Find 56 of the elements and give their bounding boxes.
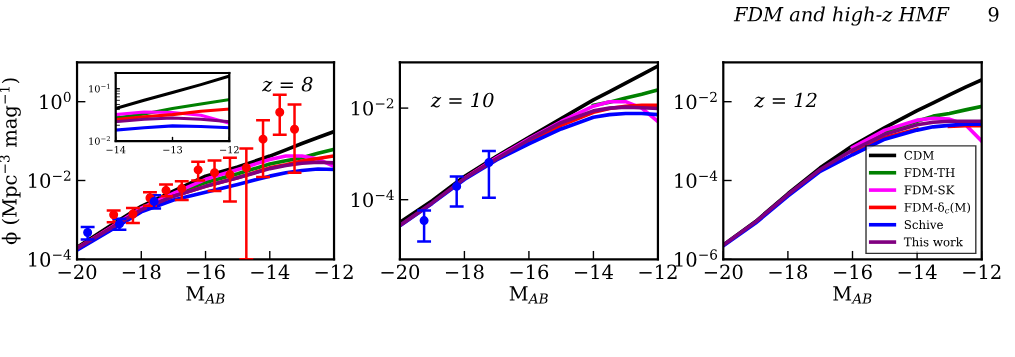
point (109, 210, 119, 220)
point (83, 227, 93, 237)
x-tick-label: −14 (106, 146, 126, 154)
y-tick-label: 10$^{−6}$ (675, 249, 718, 267)
x-tick-label: −12 (639, 264, 677, 279)
x-tick-label: −14 (898, 264, 937, 279)
point (290, 124, 300, 134)
x-tick-label: −20 (381, 264, 420, 280)
x-tick-label: −13 (163, 146, 183, 154)
x-tick-label: −12 (315, 264, 353, 279)
point (114, 219, 124, 229)
point (210, 168, 220, 178)
x-tick-label: −18 (122, 264, 161, 280)
point (193, 165, 203, 175)
point (484, 157, 494, 167)
legend-label: Schive (904, 219, 943, 230)
x-axis-title: M$_{AB}$ (186, 286, 225, 304)
x-tick-label: −20 (704, 264, 743, 280)
annotation: z = 8 (262, 76, 313, 92)
y-tick-label: 10$^{0}$ (40, 91, 71, 110)
y-tick-label: 10$^{−2}$ (351, 98, 394, 116)
point (258, 134, 268, 144)
x-tick-label: −20 (58, 264, 97, 280)
legend-label: FDM-SK (904, 185, 955, 195)
x-axis-title: M$_{AB}$ (509, 286, 548, 304)
y-tick-label: 10$^{−1}$ (89, 83, 110, 93)
y-tick-label: 10$^{−4}$ (29, 249, 71, 267)
point (241, 163, 251, 173)
y-tick-label: 10$^{−4}$ (675, 170, 718, 189)
y-tick-label: 10$^{−4}$ (351, 189, 394, 208)
text: FDM and high-z HMF (733, 6, 950, 26)
x-axis-title: M$_{AB}$ (833, 286, 872, 304)
y-tick-label: 10$^{−2}$ (89, 136, 110, 145)
y-tick-label: 10$^{−2}$ (675, 91, 717, 110)
x-tick-label: −18 (769, 264, 808, 280)
point (275, 107, 285, 117)
y-tick-label: 10$^{−2}$ (29, 170, 71, 189)
x-tick-label: −14 (574, 264, 613, 279)
x-tick-label: −14 (251, 264, 290, 279)
legend-label: FDM-δ$_{c}$(M) (904, 202, 971, 214)
annotation: z = 12 (754, 92, 817, 108)
point (419, 216, 429, 226)
x-tick-label: −16 (187, 264, 225, 280)
text: 9 (988, 7, 999, 22)
x-tick-label: −16 (834, 264, 872, 280)
legend-label: CDM (904, 150, 934, 160)
point (225, 170, 235, 180)
x-tick-label: −18 (445, 264, 484, 280)
legend-label: This work (903, 237, 963, 247)
point (452, 181, 462, 191)
x-tick-label: −16 (510, 264, 549, 280)
annotation: z = 10 (430, 92, 494, 108)
x-tick-label: −12 (963, 264, 1001, 279)
legend-label: FDM-TH (904, 168, 955, 177)
y-axis-title: ϕ (Mpc$^{−3}$ mag$^{−1}$) (0, 78, 21, 245)
x-tick-label: −12 (220, 146, 239, 154)
